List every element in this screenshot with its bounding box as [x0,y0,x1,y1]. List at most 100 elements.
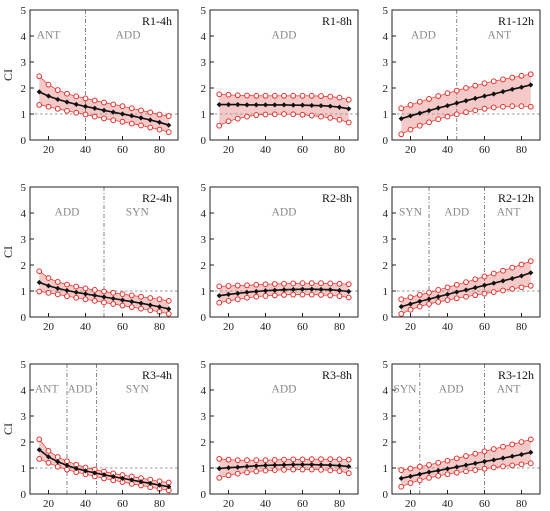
upper-bound-marker [407,465,414,472]
upper-bound-marker [463,85,469,91]
panel-r1-8h: ADD 20 40 60 80 0 1 2 3 4 5 R1-8h [201,5,359,156]
mean-marker [82,291,89,297]
upper-bound-marker [327,456,334,463]
upper-bound-marker [336,456,343,463]
upper-bound-marker [463,453,469,459]
lower-bound-marker [290,291,297,298]
mean-marker [463,462,469,468]
upper-bound-marker [234,282,241,289]
upper-bound-marker [138,293,144,300]
upper-bound-marker [500,76,506,83]
lower-bound-marker [308,112,315,119]
mean-marker [444,466,451,472]
lower-bound-marker [128,120,135,127]
lower-bound-marker [54,105,61,112]
upper-bound-marker [147,295,154,301]
lower-bound-marker [36,288,43,295]
lower-bound-marker [271,292,278,299]
region-label-add: ADD [444,207,469,219]
x-tick-label: 20 [43,144,55,156]
mean-marker [73,289,79,295]
y-tick-label: 5 [201,182,207,194]
upper-bound-marker [527,71,534,78]
mean-marker [426,469,432,475]
lower-bound-marker [54,291,61,298]
upper-bound-marker [509,441,516,448]
upper-bound-marker [128,105,135,112]
upper-bound-marker [481,80,488,87]
lower-bound-marker [500,287,506,294]
region-label-add: ADD [439,384,464,396]
mean-marker [299,286,306,292]
upper-bound-marker [481,273,488,280]
mean-marker [119,475,126,481]
lower-bound-marker [138,122,144,129]
x-tick-label: 60 [117,321,129,333]
x-tick-label: 20 [223,144,235,156]
lower-bound-marker [101,299,107,306]
upper-bound-marker [36,436,43,443]
panel-title: R3-8h [322,368,352,382]
upper-bound-marker [54,454,61,460]
upper-bound-marker [45,81,52,88]
upper-bound-marker [216,456,223,462]
region-label-syn: SYN [126,384,150,396]
upper-bound-marker [253,92,260,99]
y-tick-label: 4 [201,385,207,397]
lower-bound-marker [435,299,442,305]
y-tick-label: 2 [21,260,27,272]
lower-bound-marker [453,295,460,302]
lower-bound-marker [82,296,89,303]
mean-marker [509,453,515,459]
lower-bound-marker [299,466,306,473]
lower-bound-marker [444,297,451,304]
lower-bound-marker [327,467,334,474]
y-tick-label: 3 [201,411,207,423]
mean-marker [244,289,250,295]
mean-marker [82,103,89,110]
upper-bound-marker [281,456,287,463]
upper-bound-marker [500,267,506,274]
upper-bound-marker [244,92,250,99]
upper-bound-marker [253,281,260,288]
lower-bound-marker [45,289,52,296]
mean-marker [481,282,488,288]
upper-bound-marker [54,279,61,285]
lower-bound-marker [481,465,488,472]
mean-marker [262,462,269,468]
lower-bound-marker [234,470,241,477]
upper-bound-marker [253,457,260,464]
upper-bound-marker [64,90,70,97]
y-tick-label: 4 [21,31,27,43]
mean-marker [299,462,306,468]
upper-bound-marker [444,284,451,291]
lower-bound-marker [110,301,117,307]
plot-frame [209,186,359,318]
plot-frame [391,9,541,141]
panel-r3-4h: ANT ADD SYN 20 40 60 80 0 1 2 3 4 5 CI R3-4h [1,359,179,510]
mean-marker [129,299,135,305]
mean-marker [398,475,404,481]
y-tick-label: 2 [21,437,27,449]
lower-bound-marker [527,103,534,110]
y-tick-label: 2 [383,260,389,272]
x-tick-label: 40 [260,144,272,156]
mean-marker [55,96,61,103]
lower-bound-marker [518,103,525,110]
panel-title: R2-4h [142,191,172,205]
region-label-ant: ANT [37,30,61,42]
lower-bound-marker [36,102,43,108]
upper-bound-marker [518,72,525,79]
mean-marker [36,279,42,286]
mean-marker [110,109,116,115]
lower-bound-marker [435,472,442,479]
y-tick-label: 1 [383,463,389,475]
mean-marker [166,122,172,128]
mean-marker [463,287,469,293]
mean-marker [417,110,423,116]
mean-marker [346,106,352,112]
x-tick-label: 40 [442,321,454,333]
lower-bound-marker [336,293,343,300]
lower-bound-marker [481,105,488,112]
mean-marker [235,464,241,470]
